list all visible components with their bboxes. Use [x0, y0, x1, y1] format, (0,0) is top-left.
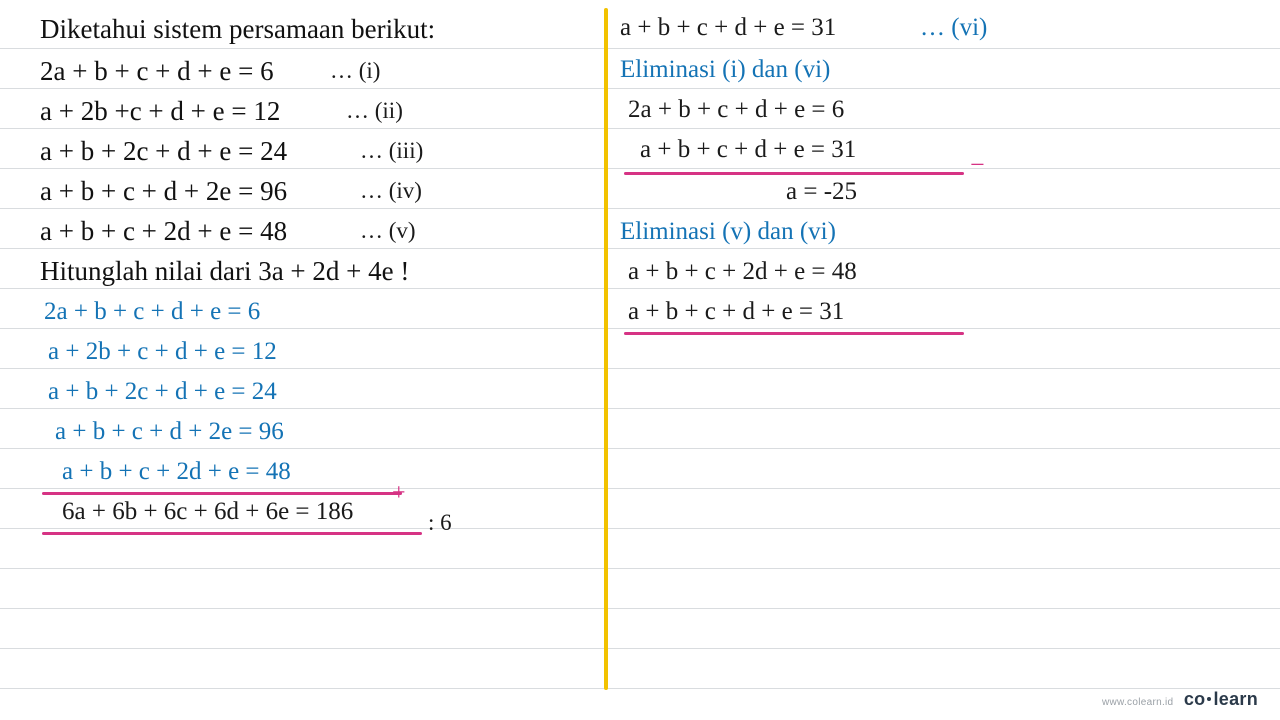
- equation-i: 2a + b + c + d + e = 6: [40, 56, 274, 87]
- divide-note: : 6: [428, 510, 452, 536]
- plus-sign: +: [392, 480, 406, 507]
- sum-line: 6a + 6b + 6c + 6d + 6e = 186: [62, 498, 353, 526]
- sum-underline-bottom: [42, 532, 422, 535]
- equation-iii: a + b + 2c + d + e = 24: [40, 136, 287, 167]
- dot-icon: [1207, 697, 1211, 701]
- math-worksheet: Diketahui sistem persamaan berikut: 2a +…: [0, 0, 1280, 720]
- column-divider: [604, 8, 608, 690]
- elim1-row-2: a + b + c + d + e = 31: [640, 136, 856, 164]
- equation-label-i: … (i): [330, 58, 380, 84]
- elim2-underline: [624, 332, 964, 335]
- question-text: Hitunglah nilai dari 3a + 2d + 4e !: [40, 256, 409, 287]
- work-line-1: 2a + b + c + d + e = 6: [44, 298, 260, 326]
- equation-label-iv: … (iv): [360, 178, 422, 204]
- result-a: a = -25: [786, 178, 857, 206]
- elim2-row-2: a + b + c + d + e = 31: [628, 298, 844, 326]
- watermark: www.colearn.id colearn: [1102, 689, 1258, 710]
- work-line-3: a + b + 2c + d + e = 24: [48, 378, 277, 406]
- work-line-2: a + 2b + c + d + e = 12: [48, 338, 277, 366]
- problem-title: Diketahui sistem persamaan berikut:: [40, 14, 435, 45]
- equation-label-vi: … (vi): [920, 14, 987, 42]
- equation-iv: a + b + c + d + 2e = 96: [40, 176, 287, 207]
- elim1-row-1: 2a + b + c + d + e = 6: [628, 96, 844, 124]
- minus-sign-1: −: [970, 150, 985, 180]
- elim2-row-1: a + b + c + 2d + e = 48: [628, 258, 857, 286]
- equation-label-ii: … (ii): [346, 98, 403, 124]
- eliminate-heading-1: Eliminasi (i) dan (vi): [620, 56, 830, 84]
- equation-vi: a + b + c + d + e = 31: [620, 14, 836, 42]
- watermark-logo: colearn: [1184, 689, 1258, 709]
- equation-v: a + b + c + 2d + e = 48: [40, 216, 287, 247]
- work-line-4: a + b + c + d + 2e = 96: [55, 418, 284, 446]
- elim1-underline: [624, 172, 964, 175]
- equation-label-iii: … (iii): [360, 138, 423, 164]
- equation-label-v: … (v): [360, 218, 416, 244]
- work-line-5: a + b + c + 2d + e = 48: [62, 458, 291, 486]
- equation-ii: a + 2b +c + d + e = 12: [40, 96, 280, 127]
- sum-underline-top: [42, 492, 402, 495]
- eliminate-heading-2: Eliminasi (v) dan (vi): [620, 218, 836, 246]
- watermark-url: www.colearn.id: [1102, 697, 1173, 708]
